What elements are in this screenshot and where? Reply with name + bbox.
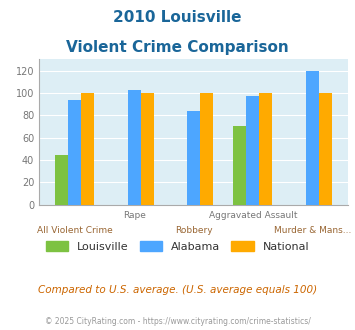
Bar xyxy=(319,93,332,205)
Bar xyxy=(260,93,273,205)
Bar xyxy=(68,100,81,205)
Text: © 2025 CityRating.com - https://www.cityrating.com/crime-statistics/: © 2025 CityRating.com - https://www.city… xyxy=(45,317,310,326)
Bar xyxy=(81,93,94,205)
Text: Compared to U.S. average. (U.S. average equals 100): Compared to U.S. average. (U.S. average … xyxy=(38,285,317,295)
Text: Violent Crime Comparison: Violent Crime Comparison xyxy=(66,40,289,54)
Text: Rape: Rape xyxy=(122,211,146,220)
Bar xyxy=(55,155,68,205)
Bar xyxy=(141,93,154,205)
Text: Robbery: Robbery xyxy=(175,226,212,235)
Text: Murder & Mans...: Murder & Mans... xyxy=(274,226,351,235)
Text: Aggravated Assault: Aggravated Assault xyxy=(209,211,297,220)
Bar xyxy=(246,96,260,205)
Legend: Louisville, Alabama, National: Louisville, Alabama, National xyxy=(42,237,313,256)
Bar xyxy=(127,89,141,205)
Text: All Violent Crime: All Violent Crime xyxy=(37,226,113,235)
Text: 2010 Louisville: 2010 Louisville xyxy=(113,10,242,25)
Bar xyxy=(200,93,213,205)
Bar xyxy=(233,126,246,205)
Bar xyxy=(306,71,319,205)
Bar xyxy=(187,111,200,205)
